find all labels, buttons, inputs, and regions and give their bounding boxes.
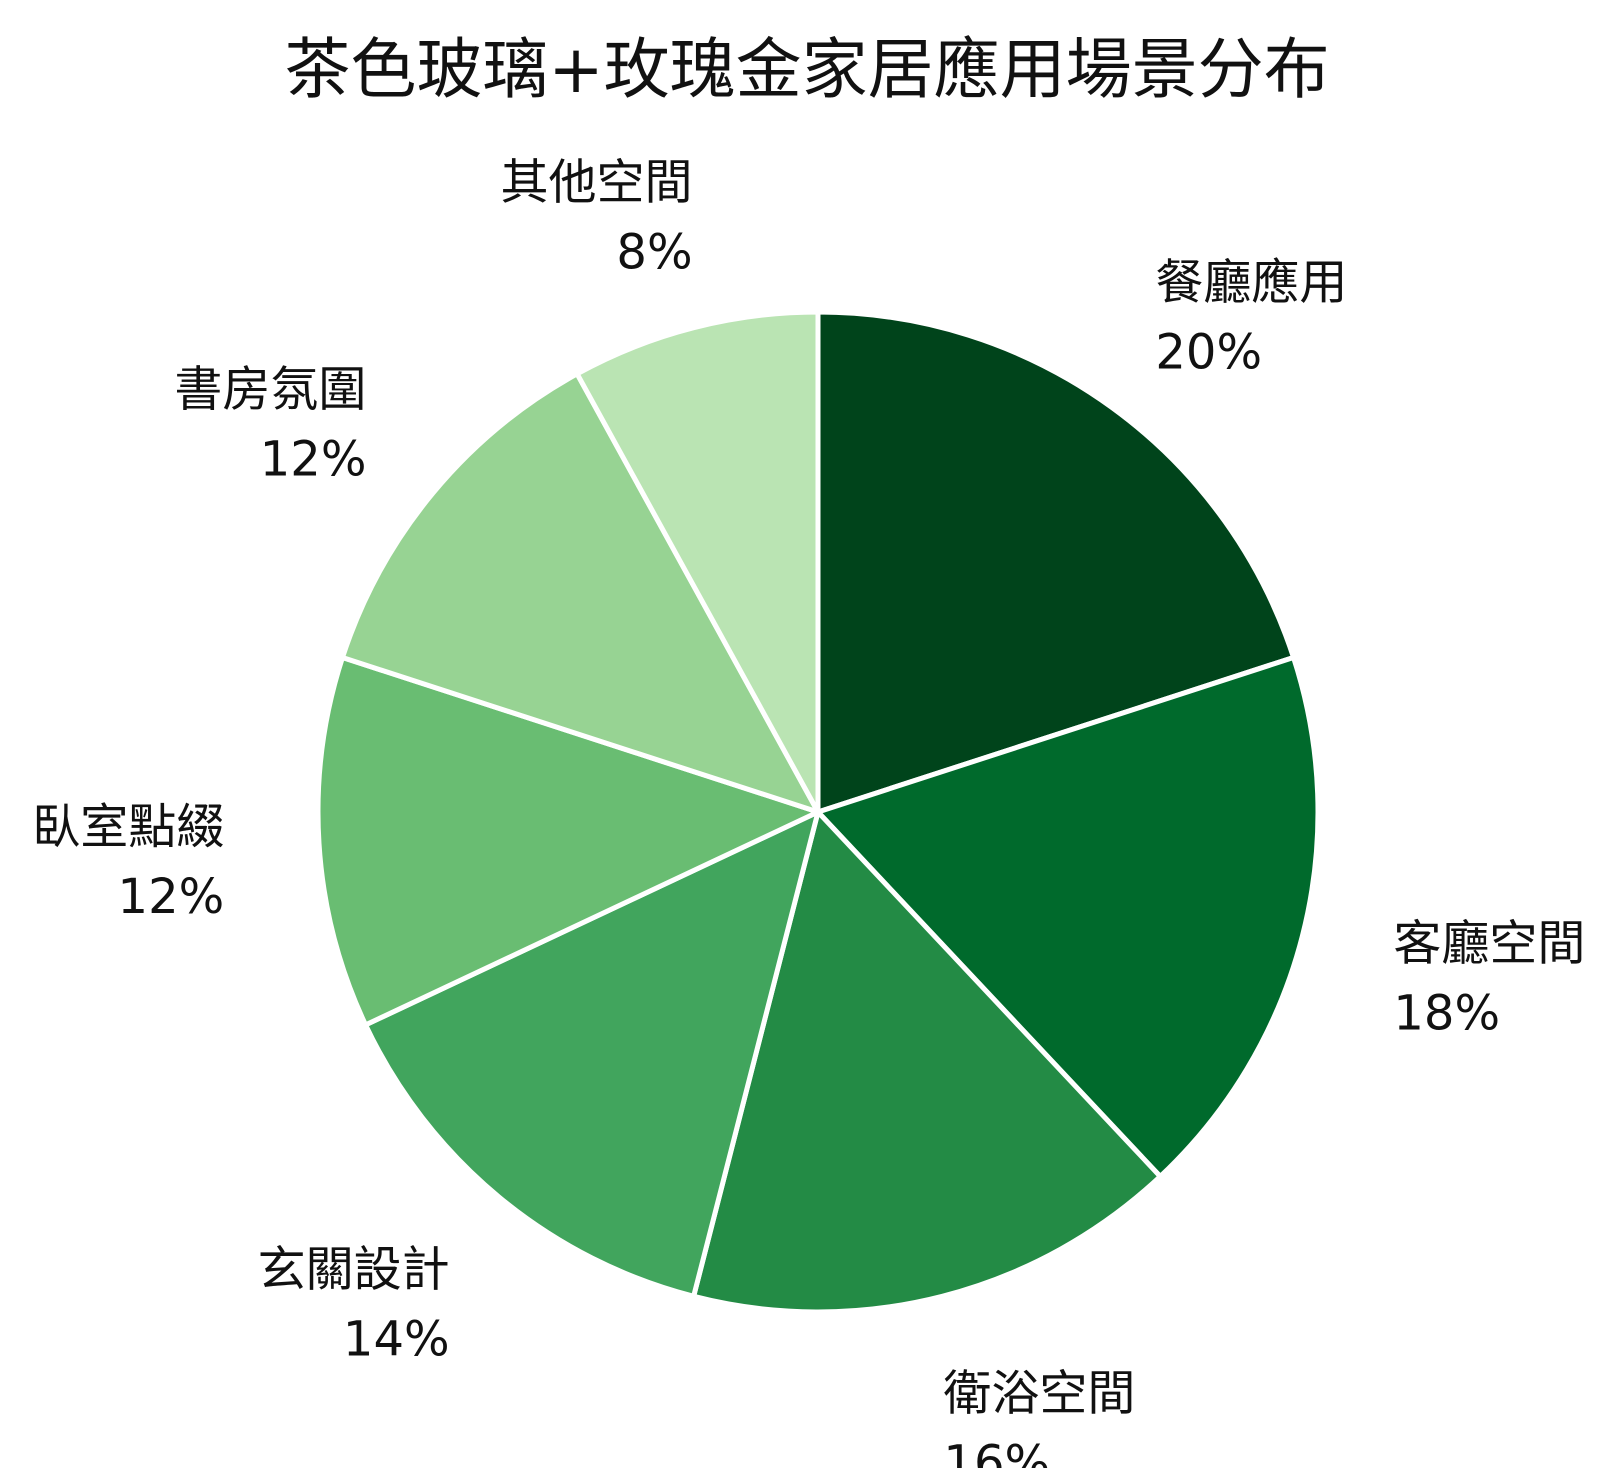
slice-percent-label: 12% <box>118 869 225 925</box>
slice-percent-label: 16% <box>943 1435 1050 1468</box>
pie-slice-3 <box>691 809 1163 1315</box>
slice-category-label: 書房氛圍 <box>174 362 366 418</box>
slice-category-label: 玄關設計 <box>258 1242 450 1298</box>
pie-slice-1 <box>815 309 1297 815</box>
pie-slices <box>315 309 1321 1315</box>
pie-labels: 餐廳應用 20% 客廳空間 18% 衛浴空間 16% 玄關設計 14% 臥室點綴 12% 書房氛圍 1… <box>32 155 1585 1468</box>
slice-category-label: 衛浴空間 <box>943 1365 1135 1421</box>
slice-percent-label: 18% <box>1393 985 1500 1041</box>
pie-slice-7 <box>574 309 821 815</box>
slice-percent-label: 12% <box>260 432 367 488</box>
slice-category-label: 餐廳應用 <box>1155 254 1347 310</box>
pie-slice-6 <box>339 371 821 815</box>
slice-percent-label: 14% <box>343 1312 450 1368</box>
slice-percent-label: 8% <box>616 225 692 281</box>
pie-slice-5 <box>315 654 821 1028</box>
chart-title: 茶色玻璃+玫瑰金家居應用場景分布 <box>284 31 1329 108</box>
slice-category-label: 臥室點綴 <box>32 799 224 855</box>
pie-slice-4 <box>363 809 821 1299</box>
pie-slice-2 <box>815 654 1321 1179</box>
slice-category-label: 其他空間 <box>501 155 693 211</box>
slice-percent-label: 20% <box>1155 324 1262 380</box>
slice-category-label: 客廳空間 <box>1393 915 1585 971</box>
